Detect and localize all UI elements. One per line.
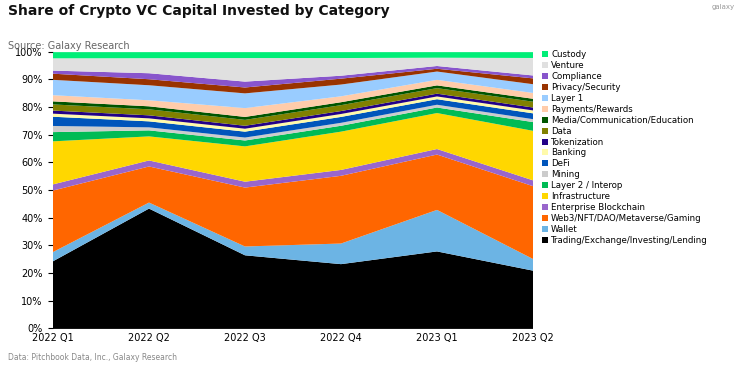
Text: Data: Pitchbook Data, Inc., Galaxy Research: Data: Pitchbook Data, Inc., Galaxy Resea… (8, 353, 176, 362)
Text: Share of Crypto VC Capital Invested by Category: Share of Crypto VC Capital Invested by C… (8, 4, 389, 18)
Text: Source: Galaxy Research: Source: Galaxy Research (8, 41, 129, 51)
Text: galaxy: galaxy (712, 4, 735, 10)
Legend: Custody, Venture, Compliance, Privacy/Security, Layer 1, Payments/Rewards, Media: Custody, Venture, Compliance, Privacy/Se… (542, 51, 708, 245)
